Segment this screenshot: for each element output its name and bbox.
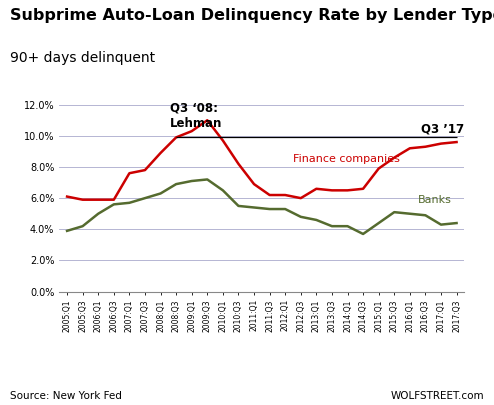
Text: WOLFSTREET.com: WOLFSTREET.com	[390, 391, 484, 401]
Text: Q3 ‘08:
Lehman: Q3 ‘08: Lehman	[170, 102, 222, 130]
Text: Finance companies: Finance companies	[293, 154, 400, 164]
Text: Subprime Auto-Loan Delinquency Rate by Lender Type: Subprime Auto-Loan Delinquency Rate by L…	[10, 8, 494, 23]
Text: Banks: Banks	[417, 195, 452, 205]
Text: Q3 ’17: Q3 ’17	[421, 122, 464, 135]
Text: 90+ days delinquent: 90+ days delinquent	[10, 51, 155, 65]
Text: Source: New York Fed: Source: New York Fed	[10, 391, 122, 401]
